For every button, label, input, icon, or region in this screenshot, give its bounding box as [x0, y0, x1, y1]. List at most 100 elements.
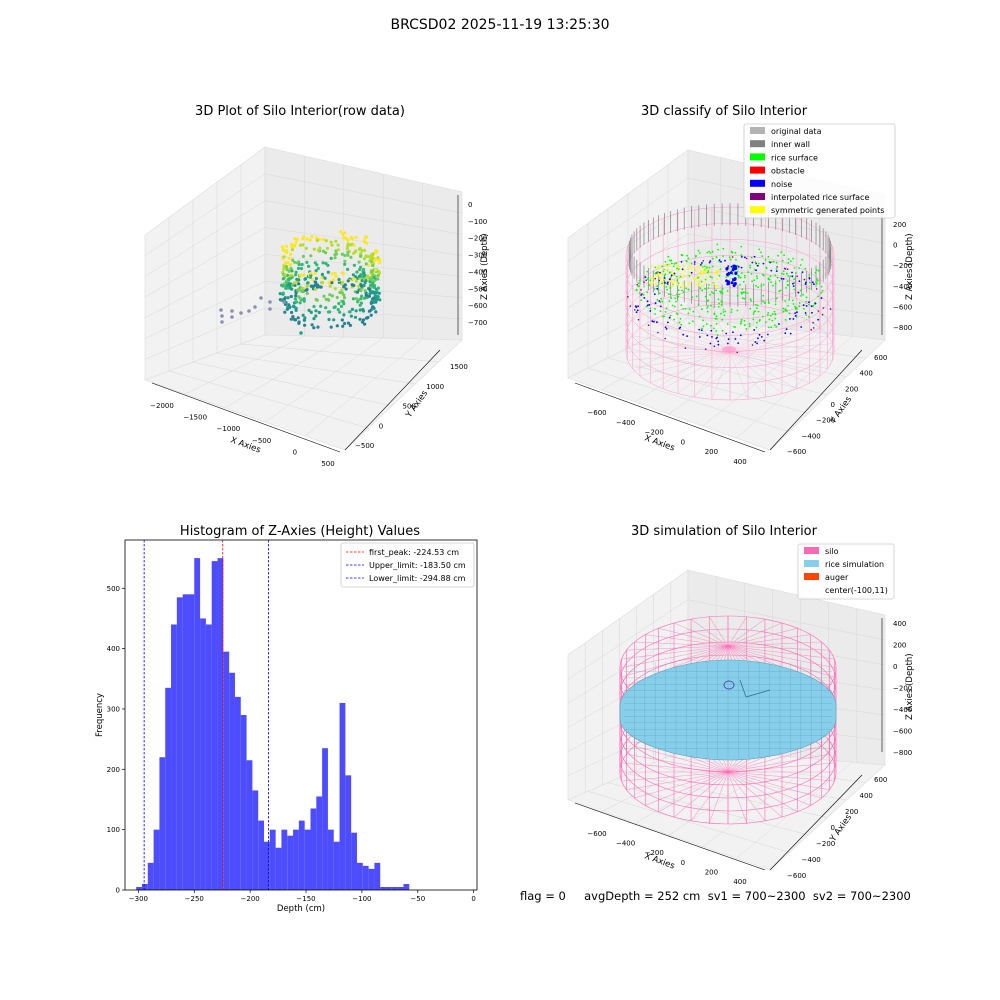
histogram-bar	[147, 862, 154, 890]
plot1-point	[376, 273, 380, 277]
plot4-legend: silo rice simulation auger center(-100,11)	[797, 543, 895, 600]
plot2-y-tick: −200	[816, 417, 835, 425]
plot1-point	[329, 256, 333, 260]
plot1-point	[378, 298, 382, 302]
histogram-bar	[246, 760, 253, 890]
plot1-point	[360, 249, 364, 253]
plot2-rice-point	[690, 262, 693, 265]
plot2-wire-spoke	[632, 351, 731, 369]
plot2-noise-point	[653, 320, 655, 323]
plot2-rice-point	[678, 321, 681, 324]
histogram-bar	[264, 841, 270, 890]
plot2-symmetric-point	[699, 279, 702, 282]
plot2-interpolated-point	[645, 279, 647, 282]
plot2-rice-point	[702, 319, 704, 322]
plot2-noise-point	[760, 336, 763, 338]
plot2-rice-point	[676, 279, 679, 282]
plot2-rice-point	[817, 295, 819, 298]
plot1-point	[313, 280, 317, 284]
plot2-symmetric-point	[683, 269, 686, 272]
plot1-point	[308, 238, 312, 242]
plot2-symmetric-point	[661, 283, 664, 286]
plot2-rice-point	[663, 274, 666, 277]
plot2-x-tick: 400	[733, 458, 746, 466]
plot1-point	[301, 286, 305, 291]
plot2-rice-point	[770, 326, 773, 329]
silo-wire-spoke	[727, 771, 811, 806]
histogram-bar	[368, 868, 375, 890]
plot2-wire-spoke	[711, 351, 731, 400]
histogram-bar	[275, 847, 282, 890]
plot4-legend-label: auger	[825, 573, 849, 582]
plot2-rice-point	[645, 305, 648, 308]
plot2-wire-spoke	[639, 327, 731, 353]
plot2-rice-point	[686, 254, 688, 257]
plot2-rice-point	[656, 285, 659, 288]
plot4-y-tick: −400	[802, 856, 821, 864]
plot1-point	[302, 273, 306, 277]
plot2-rice-point	[669, 293, 672, 296]
plot1-point	[247, 309, 251, 313]
plot2-noise-point	[733, 264, 737, 268]
plot2-noise-point	[753, 255, 756, 258]
plot1-point	[342, 284, 346, 288]
plot3-x-tick: −250	[185, 895, 204, 903]
silo-wire-spoke	[727, 753, 830, 773]
plot2-legend-label: interpolated rice surface	[771, 193, 869, 202]
plot2-rice-point	[739, 283, 741, 286]
plot4-legend-label: center(-100,11)	[825, 586, 888, 595]
plot3-y-tick: 400	[107, 645, 120, 653]
plot1-point	[372, 284, 377, 288]
plot1-point	[346, 321, 351, 325]
plot1-point	[332, 318, 336, 322]
plot2-rice-point	[661, 265, 664, 268]
plot2-wire-spoke	[627, 351, 731, 361]
plot2-rice-point	[788, 298, 790, 301]
plot1-point	[362, 239, 366, 243]
plot2-noise-point	[733, 282, 737, 286]
plot2-wire-spoke	[729, 351, 810, 384]
plot1-point	[358, 274, 362, 278]
plot2-wire-spoke	[729, 351, 833, 361]
plot1-y-axis-line	[344, 349, 441, 451]
plot2-symmetric-point	[676, 264, 679, 267]
plot2-rice-point	[639, 279, 641, 282]
plot2-rice-point	[816, 279, 819, 282]
plot1-point	[345, 247, 349, 251]
plot2-rice-point	[764, 259, 767, 261]
plot2-symmetric-point	[694, 268, 697, 271]
plot4-legend-swatch	[804, 573, 819, 580]
plot2-rice-point	[675, 275, 678, 278]
plot2-rice-point	[698, 252, 701, 254]
plot2-rice-point	[769, 314, 772, 317]
plot2-noise-point	[720, 260, 722, 263]
plot2-noise-point	[651, 320, 654, 323]
plot2-noise-point	[753, 329, 756, 331]
plot2-symmetric-point	[650, 276, 653, 279]
plot2-rice-point	[712, 257, 714, 260]
plot2-rice-point	[743, 274, 746, 277]
plot2-rice-point	[736, 309, 739, 312]
plot2-rice-point	[812, 304, 815, 307]
plot1-point	[294, 294, 298, 298]
plot1-point	[294, 273, 298, 277]
plot2-noise-point	[802, 304, 805, 307]
plot2-noise-point	[778, 323, 780, 325]
histogram-bar	[240, 715, 247, 890]
plot1-point	[368, 292, 372, 296]
plot1-point	[327, 317, 331, 322]
plot2-rice-point	[706, 310, 709, 313]
plot2-rice-point	[794, 305, 796, 308]
plot2-rice-point	[774, 317, 777, 320]
plot2-rice-point	[740, 292, 743, 295]
plot2-rice-point	[770, 281, 772, 283]
plot2-wire-spoke	[650, 320, 731, 353]
plot2-rice-point	[715, 315, 718, 318]
plot2-rice-point	[715, 330, 718, 332]
plot2-y-tick: −400	[802, 432, 821, 440]
plot2-rice-point	[774, 303, 777, 306]
plot1-point	[320, 280, 325, 285]
plot2-rice-point	[765, 266, 768, 269]
plot2-noise-point	[706, 334, 709, 337]
plot2-symmetric-point	[716, 284, 719, 287]
